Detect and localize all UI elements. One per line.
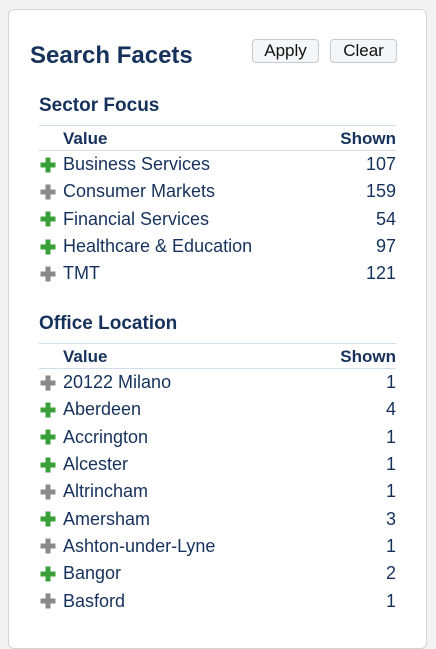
facet-value: Altrincham: [63, 481, 149, 502]
facet-count: 2: [385, 563, 396, 584]
facet-value: Amersham: [63, 508, 151, 529]
plus-gray-icon[interactable]: [39, 183, 57, 201]
plus-green-icon[interactable]: [39, 565, 57, 583]
facet-row[interactable]: Ashton-under-Lyne 1: [39, 533, 396, 560]
facet-row[interactable]: Bangor 2: [39, 560, 396, 587]
facet-row[interactable]: Amersham 3: [39, 505, 396, 532]
facet-count: 1: [385, 481, 396, 502]
facet-value: 20122 Milano: [63, 372, 172, 393]
office-location-rows: 20122 Milano 1 Aberdeen 4 Accrington 1 Alceste…: [39, 369, 396, 615]
office-location-table: Value Shown 20122 Milano 1 Aberdeen 4 Accrin…: [39, 343, 396, 615]
facet-count: 97: [375, 236, 396, 257]
column-header-shown: Shown: [340, 129, 396, 148]
facet-row[interactable]: Aberdeen 4: [39, 396, 396, 423]
plus-green-icon[interactable]: [39, 238, 57, 256]
column-header-value: Value: [63, 129, 108, 148]
sector-focus-table: Value Shown Business Services 107 Consumer…: [39, 125, 396, 287]
facet-value: Financial Services: [63, 208, 210, 229]
facet-value: Consumer Markets: [63, 181, 216, 202]
facet-value: Basford: [63, 590, 126, 611]
facet-value: Accrington: [63, 426, 149, 447]
facet-count: 1: [385, 426, 396, 447]
facet-row[interactable]: Accrington 1: [39, 424, 396, 451]
facet-row[interactable]: Alcester 1: [39, 451, 396, 478]
facet-count: 121: [365, 263, 396, 284]
plus-green-icon[interactable]: [39, 401, 57, 419]
plus-green-icon[interactable]: [39, 510, 57, 528]
facet-count: 3: [385, 508, 396, 529]
facet-value: TMT: [63, 263, 100, 284]
facet-value: Healthcare & Education: [63, 236, 253, 257]
facet-row[interactable]: Healthcare & Education 97: [39, 233, 396, 260]
facet-row[interactable]: Business Services 107: [39, 151, 396, 178]
sector-focus-rows: Business Services 107 Consumer Markets 159 F…: [39, 151, 396, 287]
facet-value: Aberdeen: [63, 399, 142, 420]
facet-count: 1: [385, 454, 396, 475]
section-title-sector-focus: Sector Focus: [39, 95, 160, 116]
facet-value: Alcester: [63, 454, 129, 475]
plus-green-icon[interactable]: [39, 428, 57, 446]
facet-value: Ashton-under-Lyne: [63, 535, 216, 556]
facets-panel: [8, 9, 427, 649]
clear-button[interactable]: Clear: [330, 39, 397, 63]
plus-gray-icon[interactable]: [39, 537, 57, 555]
plus-gray-icon[interactable]: [39, 483, 57, 501]
section-title-office-location: Office Location: [39, 313, 178, 334]
facet-count: 159: [365, 181, 396, 202]
panel-title: Search Facets: [30, 42, 193, 69]
facet-row[interactable]: TMT 121: [39, 260, 396, 287]
plus-green-icon[interactable]: [39, 156, 57, 174]
facet-row[interactable]: Consumer Markets 159: [39, 178, 396, 205]
facet-value: Bangor: [63, 563, 122, 584]
plus-green-icon[interactable]: [39, 210, 57, 228]
plus-gray-icon[interactable]: [39, 265, 57, 283]
facet-row[interactable]: Altrincham 1: [39, 478, 396, 505]
table-header: Value Shown: [39, 343, 396, 369]
facet-row[interactable]: Financial Services 54: [39, 206, 396, 233]
plus-green-icon[interactable]: [39, 456, 57, 474]
apply-button[interactable]: Apply: [252, 39, 319, 63]
column-header-value: Value: [63, 347, 108, 366]
facet-count: 54: [375, 208, 396, 229]
facet-row[interactable]: Basford 1: [39, 587, 396, 614]
plus-gray-icon[interactable]: [39, 592, 57, 610]
facet-count: 1: [385, 372, 396, 393]
plus-gray-icon[interactable]: [39, 374, 57, 392]
column-header-shown: Shown: [340, 347, 396, 366]
facet-count: 107: [365, 154, 396, 175]
facet-row[interactable]: 20122 Milano 1: [39, 369, 396, 396]
facet-count: 1: [385, 535, 396, 556]
table-header: Value Shown: [39, 125, 396, 151]
facet-value: Business Services: [63, 154, 211, 175]
facet-count: 1: [385, 590, 396, 611]
facet-count: 4: [385, 399, 396, 420]
